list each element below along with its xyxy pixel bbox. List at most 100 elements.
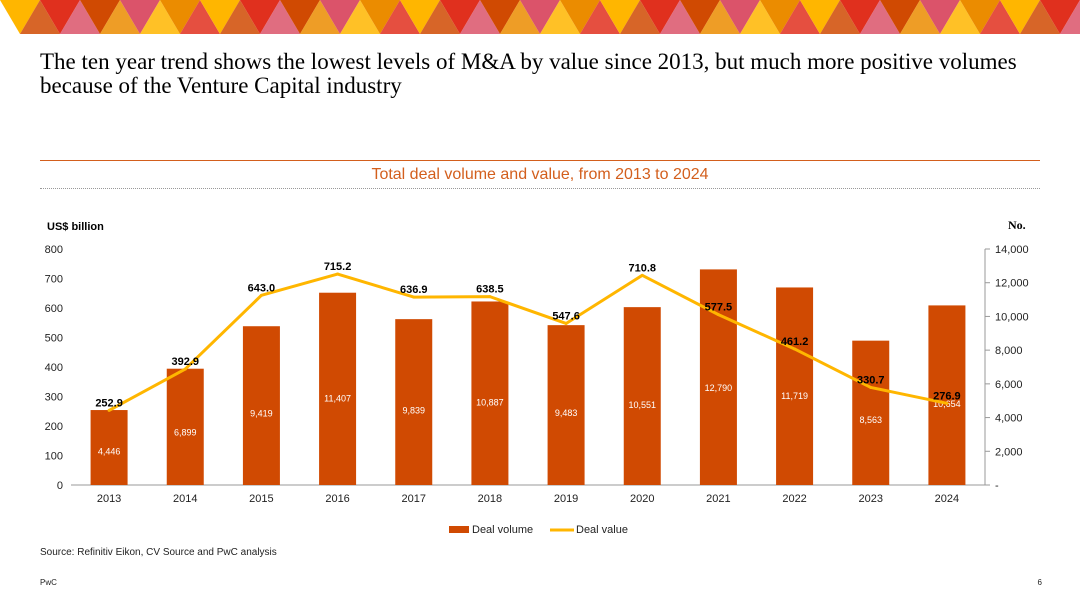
legend-label-deal-value: Deal value (576, 524, 628, 536)
deal-volume-data-label: 9,419 (250, 409, 273, 419)
deal-volume-bar (928, 305, 966, 485)
banner-triangle (400, 0, 440, 34)
deal-volume-bar (852, 340, 890, 485)
banner-triangle (980, 0, 1020, 34)
slide-title: The ten year trend shows the lowest leve… (40, 49, 1017, 98)
right-axis-tick-label: 8,000 (995, 345, 1023, 357)
x-axis-tick-label: 2021 (706, 493, 730, 505)
banner-triangle (840, 0, 880, 34)
deal-value-line (108, 272, 948, 412)
legend-swatch-deal-volume (449, 526, 469, 533)
banner-triangle (320, 0, 360, 34)
banner-triangle (420, 0, 460, 34)
right-axis-title: No. (1008, 218, 1026, 232)
deal-value-data-label: 276.9 (933, 390, 961, 402)
footer-brand: PwC (40, 578, 57, 587)
deal-value-point (716, 313, 720, 317)
right-axis-tick-label: 4,000 (995, 413, 1023, 425)
decorative-triangle-banner (0, 0, 1080, 34)
banner-triangle (300, 0, 340, 34)
title-divider (40, 160, 1040, 161)
banner-triangle (200, 0, 240, 34)
left-axis-tick-label: 200 (45, 421, 63, 433)
banner-triangle (820, 0, 860, 34)
banner-triangle (0, 0, 40, 34)
banner-triangle (1000, 0, 1040, 34)
banner-triangle (260, 0, 300, 34)
banner-triangle (1040, 0, 1080, 34)
deal-value-point (107, 408, 111, 412)
banner-triangle (600, 0, 640, 34)
banner-triangle (100, 0, 140, 34)
banner-triangle (280, 0, 320, 34)
deal-value-data-label: 547.6 (552, 310, 580, 322)
banner-triangle (1020, 0, 1060, 34)
deal-volume-data-label: 6,899 (174, 428, 197, 438)
deal-value-point (564, 321, 568, 325)
x-axis-tick-label: 2015 (249, 493, 273, 505)
banner-triangle (180, 0, 220, 34)
banner-triangle (80, 0, 120, 34)
x-axis-tick-label: 2019 (554, 493, 578, 505)
banner-triangle (940, 0, 980, 34)
deal-volume-bar (90, 410, 128, 485)
left-axis-tick-label: 600 (45, 303, 63, 315)
x-axis-tick-label: 2024 (935, 493, 959, 505)
deal-value-data-label: 461.2 (781, 336, 809, 348)
x-axis-tick-label: 2017 (402, 493, 426, 505)
deal-volume-bar (319, 292, 357, 485)
left-axis-tick-label: 0 (57, 480, 63, 492)
deal-volume-bar (166, 368, 204, 485)
banner-triangle (680, 0, 720, 34)
banner-triangle (860, 0, 900, 34)
deal-volume-bar (776, 287, 814, 485)
left-axis-tick-label: 500 (45, 333, 63, 345)
banner-triangle (920, 0, 960, 34)
banner-triangle (120, 0, 160, 34)
left-axis-tick-label: 800 (45, 244, 63, 256)
banner-triangle (60, 0, 100, 34)
banner-triangle (900, 0, 940, 34)
banner-triangle (240, 0, 280, 34)
left-axis-tick-label: 300 (45, 392, 63, 404)
x-axis-tick-label: 2020 (630, 493, 654, 505)
banner-triangle (520, 0, 560, 34)
deal-volume-data-label: 10,551 (628, 400, 656, 410)
banner-triangle (440, 0, 480, 34)
deal-volume-data-label: 4,446 (98, 446, 121, 456)
banner-triangle (720, 0, 760, 34)
banner-triangle (40, 0, 80, 34)
x-axis-tick-label: 2022 (782, 493, 806, 505)
right-axis-tick-label: 14,000 (995, 244, 1029, 256)
deal-value-data-label: 643.0 (248, 282, 276, 294)
deal-volume-data-label: 9,839 (402, 405, 425, 415)
page-number: 6 (1037, 578, 1042, 587)
right-axis-tick-label: - (995, 480, 999, 492)
banner-triangle (480, 0, 520, 34)
banner-triangle (620, 0, 660, 34)
deal-value-data-label: 392.9 (171, 356, 199, 368)
left-axis-title: US$ billion (47, 221, 104, 233)
banner-triangle (20, 0, 60, 34)
banner-triangle (220, 0, 260, 34)
banner-triangle (960, 0, 1000, 34)
deal-volume-bar (699, 269, 737, 485)
deal-value-data-label: 710.8 (628, 262, 656, 274)
chart-title-divider (40, 188, 1040, 189)
source-note: Source: Refinitiv Eikon, CV Source and P… (40, 547, 277, 558)
deal-value-data-label: 636.9 (400, 284, 428, 296)
chart-title: Total deal volume and value, from 2013 t… (371, 166, 709, 183)
deal-volume-bar (395, 319, 433, 485)
banner-triangle (160, 0, 200, 34)
deal-volume-data-label: 11,719 (781, 391, 808, 401)
deal-value-point (183, 367, 187, 371)
x-axis-tick-label: 2016 (325, 493, 349, 505)
legend-label-deal-volume: Deal volume (472, 524, 533, 536)
banner-triangle (1060, 0, 1080, 34)
left-axis-tick-label: 400 (45, 362, 63, 374)
deal-value-point (412, 295, 416, 299)
deal-value-data-label: 252.9 (95, 397, 123, 409)
deal-volume-bar (242, 326, 280, 485)
deal-value-data-label: 715.2 (324, 261, 352, 273)
banner-triangle (360, 0, 400, 34)
